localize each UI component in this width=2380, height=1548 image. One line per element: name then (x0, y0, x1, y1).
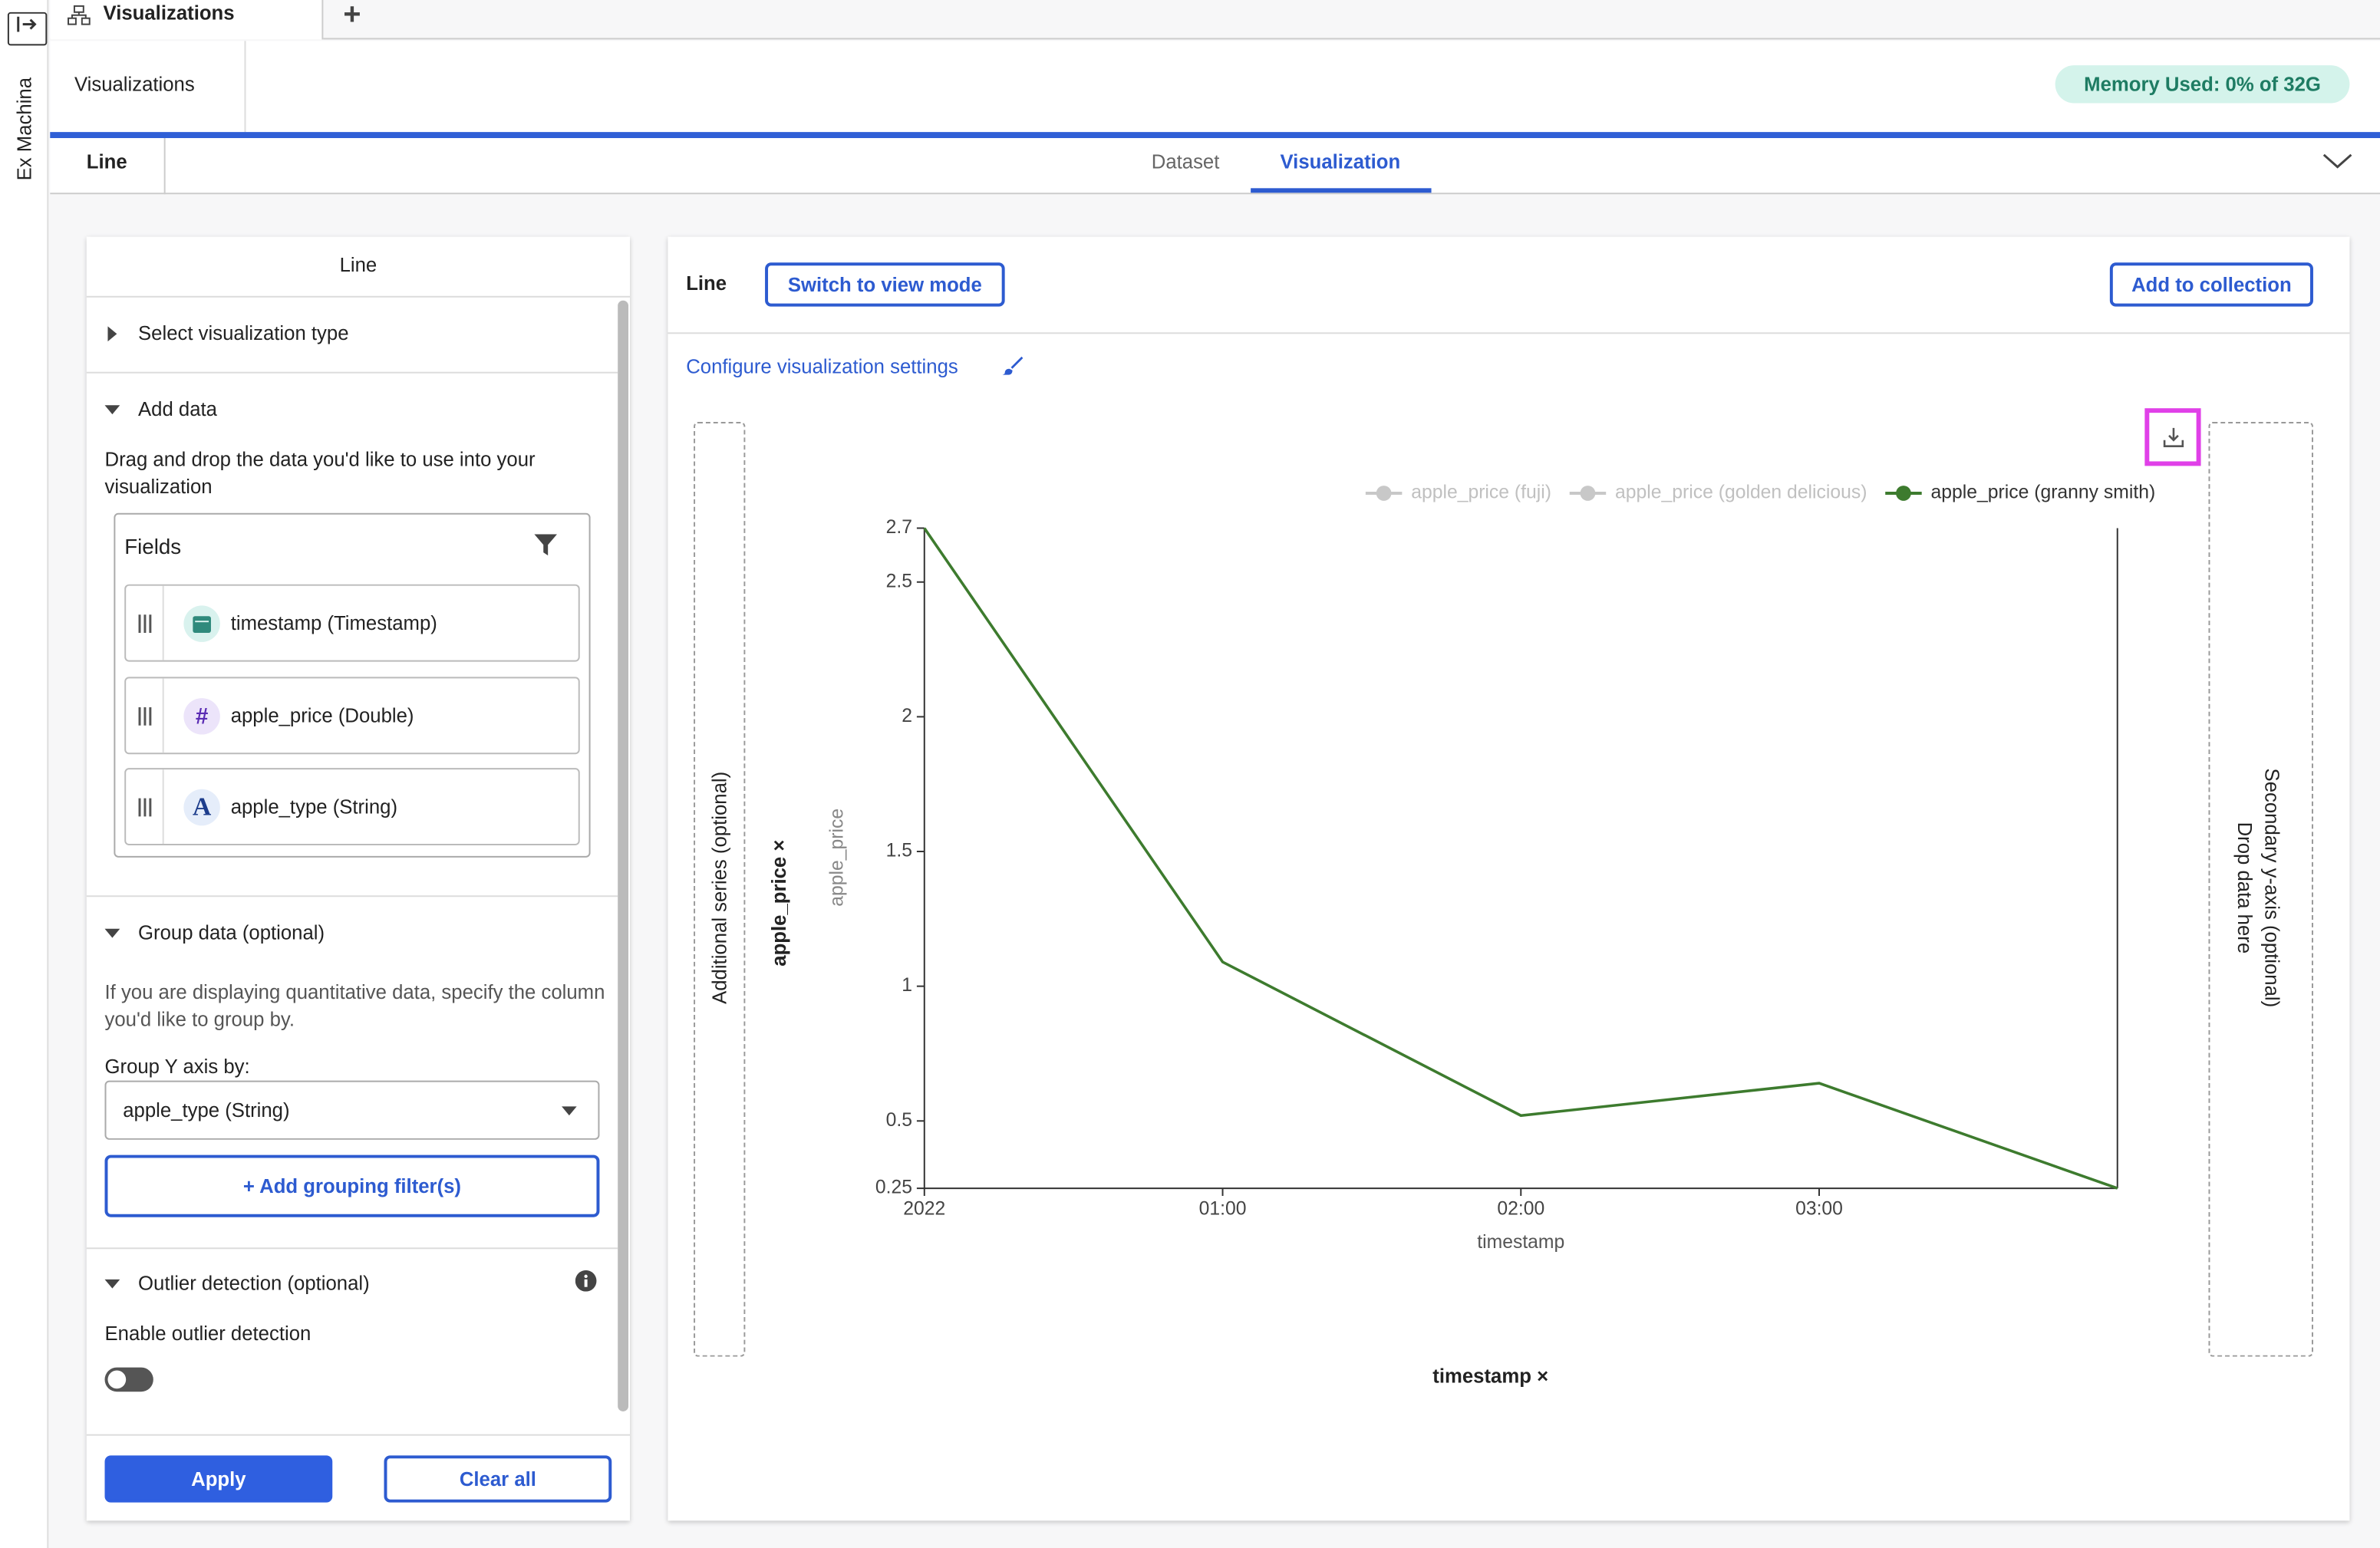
expand-icon (17, 16, 37, 32)
header (50, 41, 2380, 133)
x-field-chip[interactable]: timestamp × (1432, 1364, 1549, 1388)
scrollbar[interactable] (618, 300, 629, 1411)
fields-title: Fields (124, 534, 182, 559)
download-button[interactable] (2144, 408, 2201, 466)
field-label: apple_type (String) (230, 795, 398, 818)
download-icon (2163, 427, 2184, 447)
expand-button[interactable] (7, 12, 48, 46)
divider (668, 332, 2350, 334)
info-icon[interactable] (575, 1270, 597, 1292)
drag-handle (138, 678, 164, 753)
group-select[interactable]: apple_type (String) (104, 1080, 600, 1140)
clear-button[interactable]: Clear all (384, 1455, 612, 1503)
viz-name: Line (86, 150, 127, 173)
field-icon: A (183, 789, 220, 826)
tab-label[interactable]: Visualizations (103, 1, 235, 25)
select-caret (561, 1106, 577, 1116)
calendar-icon (193, 616, 211, 634)
add-collection-button[interactable]: Add to collection (2109, 262, 2313, 307)
divider (86, 295, 631, 298)
divider (163, 138, 166, 195)
caret (104, 928, 120, 938)
brand: Ex Machina (12, 77, 36, 181)
secondary-drop-zone[interactable] (2208, 422, 2313, 1357)
filter-icon[interactable] (534, 534, 558, 556)
section-heading[interactable]: Group data (optional) (138, 921, 325, 944)
section-heading[interactable]: Add data (138, 397, 217, 421)
add-tab[interactable]: + (343, 0, 361, 32)
field-label: apple_price (Double) (230, 703, 414, 727)
divider (86, 1247, 618, 1250)
add-filter-button[interactable]: + Add grouping filter(s) (104, 1154, 600, 1217)
tab-visualization[interactable]: Visualization (1280, 150, 1401, 173)
panel-title: Line (686, 272, 727, 295)
tab-bar (50, 0, 2380, 40)
drop-zone-label: Additional series (optional) (707, 771, 731, 1004)
description: Drag and drop the data you'd like to use… (104, 447, 536, 498)
divider (86, 1434, 631, 1436)
section-heading[interactable]: Select visualization type (138, 321, 349, 345)
drop-zone-hint: Drop data here (2233, 822, 2256, 954)
field-item[interactable]: # apple_price (Double) (124, 677, 580, 755)
memory-pill: Memory Used: 0% of 32G (2055, 65, 2350, 104)
divider (244, 41, 246, 133)
fields-box (114, 512, 591, 858)
field-item[interactable]: A apple_type (String) (124, 768, 580, 845)
tab[interactable] (50, 0, 324, 40)
caret (104, 405, 120, 415)
subheader (50, 138, 2380, 195)
caret (107, 326, 117, 342)
switch-button[interactable]: Switch to view mode (765, 262, 1005, 307)
y-field-chip[interactable]: apple_price × (767, 839, 790, 967)
caret (104, 1279, 120, 1289)
outlier-label: Enable outlier detection (104, 1322, 312, 1345)
left-panel (86, 236, 631, 1521)
series-drop-zone[interactable] (694, 422, 746, 1357)
drag-handle (138, 769, 164, 845)
tab-underline (1251, 188, 1432, 193)
collapse-chevron[interactable] (2322, 152, 2353, 170)
group-label: Group Y axis by: (104, 1055, 250, 1078)
apply-button[interactable]: Apply (104, 1455, 333, 1503)
section-heading[interactable]: Outlier detection (optional) (138, 1271, 370, 1295)
drag-handle (138, 585, 164, 660)
toggle-knob (107, 1370, 127, 1389)
drop-zone-label: Secondary y-axis (optional) (2260, 768, 2284, 1008)
configure-link[interactable]: Configure visualization settings (686, 354, 958, 378)
brush-icon (1001, 356, 1024, 375)
divider (86, 371, 618, 374)
description: If you are displaying quantitative data,… (104, 980, 605, 1031)
accent-bar (50, 132, 2380, 139)
field-label: timestamp (Timestamp) (230, 611, 437, 634)
tab-icon (68, 5, 91, 25)
select-value: apple_type (String) (123, 1098, 290, 1122)
header-title: Visualizations (74, 72, 195, 96)
divider (86, 895, 618, 898)
side-strip (0, 0, 49, 1548)
toggle[interactable] (104, 1367, 153, 1392)
right-panel (668, 236, 2350, 1521)
panel-title: Line (339, 253, 377, 277)
field-icon (183, 605, 220, 642)
field-item[interactable]: timestamp (Timestamp) (124, 584, 580, 662)
field-icon: # (183, 698, 220, 735)
tab-dataset[interactable]: Dataset (1151, 150, 1220, 173)
